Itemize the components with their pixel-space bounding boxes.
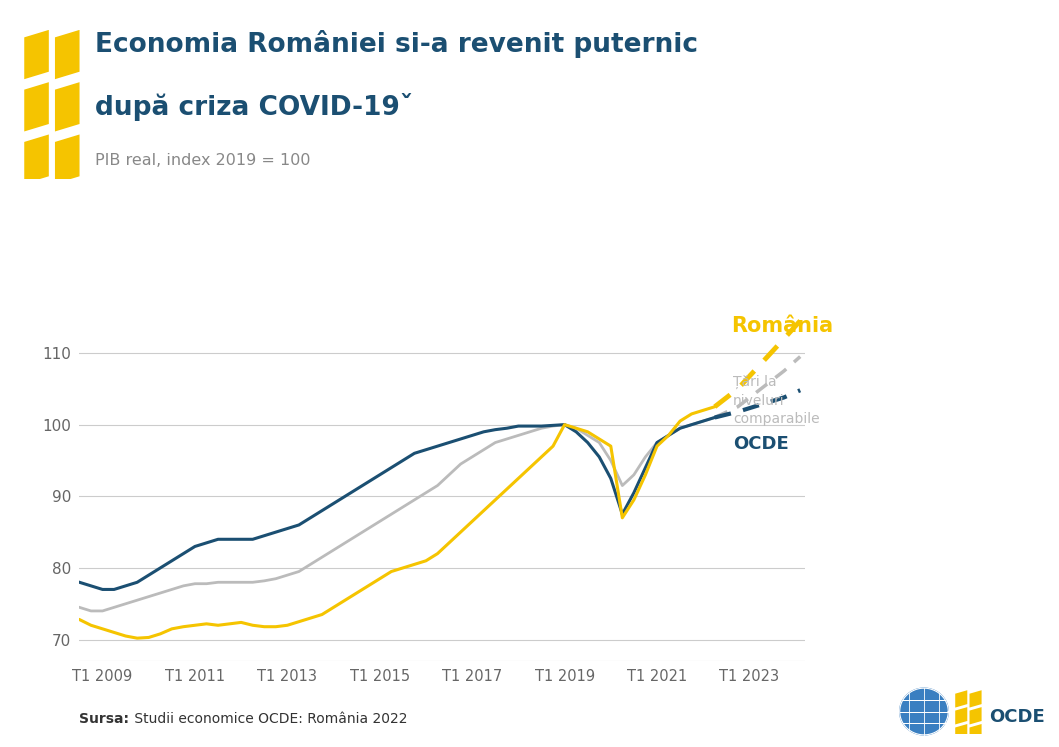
Polygon shape (55, 30, 79, 79)
Text: România: România (731, 316, 833, 335)
Polygon shape (900, 688, 948, 735)
Text: OCDE: OCDE (989, 708, 1045, 726)
Text: OCDE: OCDE (733, 436, 789, 453)
Text: Țări la
niveluri
comparabile: Țări la niveluri comparabile (733, 375, 820, 426)
Text: Economia României si-a revenit puternic: Economia României si-a revenit puternic (95, 30, 698, 58)
Polygon shape (24, 134, 49, 184)
Polygon shape (55, 82, 79, 131)
Polygon shape (24, 82, 49, 131)
Polygon shape (970, 690, 982, 707)
Polygon shape (970, 724, 982, 741)
Text: Studii economice OCDE: România 2022: Studii economice OCDE: România 2022 (130, 712, 408, 726)
Text: Sursa:: Sursa: (79, 712, 129, 726)
Polygon shape (55, 134, 79, 184)
Polygon shape (955, 707, 967, 725)
Text: după criza COVID-19ˇ: după criza COVID-19ˇ (95, 93, 413, 121)
Text: PIB real, index 2019 = 100: PIB real, index 2019 = 100 (95, 153, 310, 168)
Polygon shape (24, 30, 49, 79)
Polygon shape (955, 690, 967, 707)
Polygon shape (955, 724, 967, 741)
Polygon shape (970, 707, 982, 725)
